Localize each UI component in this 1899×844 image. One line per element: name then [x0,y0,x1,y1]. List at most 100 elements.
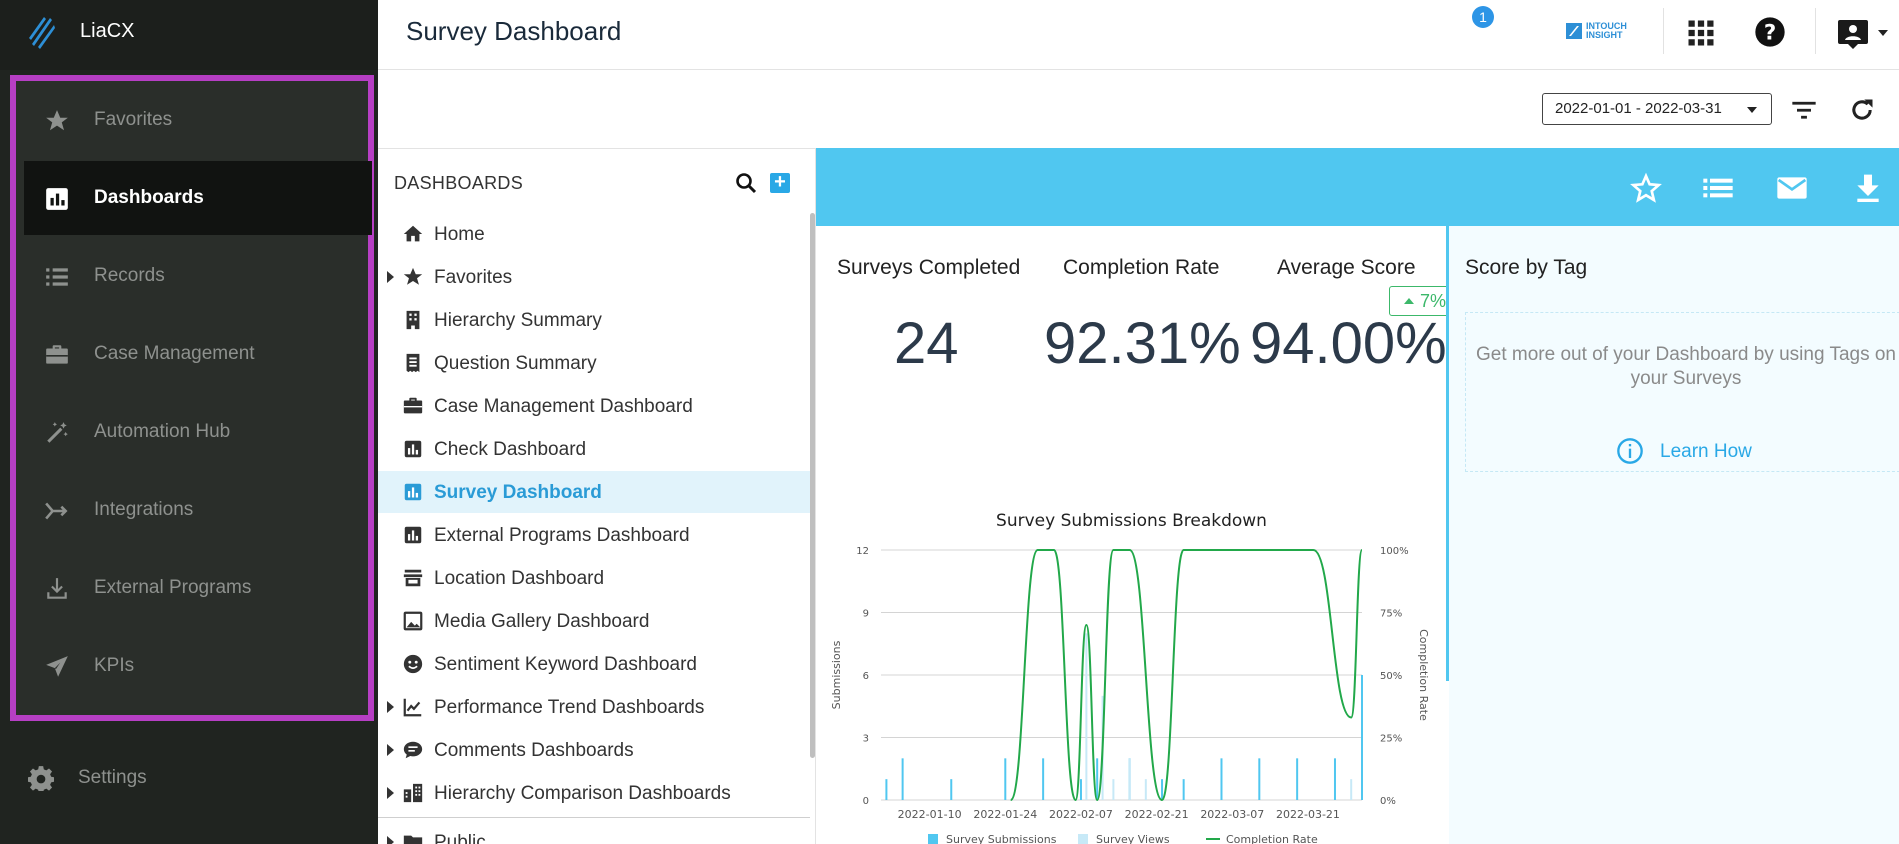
line-completion-rate [1009,549,1363,802]
refresh-icon[interactable] [1848,96,1876,124]
briefcase-icon [46,345,68,364]
nav-item-settings[interactable]: Settings [0,740,378,814]
dashboard-item-survey[interactable]: Survey Dashboard [378,471,810,513]
expand-caret-icon[interactable] [387,836,394,844]
notifications-icon[interactable] [1836,14,1896,50]
dashboard-label: Case Management Dashboard [434,396,693,417]
nav-item-dashboards[interactable]: Dashboards [24,161,372,235]
apps-grid-icon[interactable] [1686,18,1716,48]
y-axis-label: Submissions [830,640,843,709]
bar-survey-submissions [1333,758,1336,800]
download-icon[interactable] [1852,172,1884,204]
brand-line-2: INSIGHT [1586,30,1623,40]
comment-icon [403,741,423,759]
dashboard-item-case-management[interactable]: Case Management Dashboard [378,385,810,427]
dashboard-item-home[interactable]: Home [378,213,810,255]
divider [378,817,810,818]
dashboard-item-performance-trend[interactable]: Performance Trend Dashboards [378,686,810,728]
nav-label: Settings [78,767,147,788]
expand-caret-icon[interactable] [387,787,394,799]
dashboard-item-media-gallery[interactable]: Media Gallery Dashboard [378,600,810,642]
x-tick-label: 2022-02-21 [1125,808,1189,821]
bar-chart-icon [46,188,68,210]
bar-survey-submissions [901,758,904,800]
scrollbar[interactable] [810,213,815,758]
page-title: Survey Dashboard [406,16,622,46]
bar-survey-submissions [1296,758,1299,800]
tag-empty-message: Get more out of your Dashboard by using … [1475,344,1896,389]
dashboard-item-check[interactable]: Check Dashboard [378,428,810,470]
y-tick-label: 9 [863,609,869,620]
favorite-star-icon[interactable] [1630,172,1662,204]
dashboard-label: Favorites [434,267,513,288]
y2-tick-label: 0% [1380,796,1396,807]
dashboard-item-hierarchy-comparison[interactable]: Hierarchy Comparison Dashboards [378,772,810,814]
chart-svg: Survey Submissions Breakdown 12 9 6 3 0 100% 75… [830,511,1430,844]
nav-item-external-programs[interactable]: External Programs [24,551,372,625]
nav-item-records[interactable]: Records [24,239,372,313]
x-tick-label: 2022-03-07 [1200,808,1264,821]
dashboard-item-public[interactable]: Public [378,821,810,844]
bar-survey-submissions [1042,758,1045,800]
bar-chart-icon [404,483,422,501]
search-icon[interactable] [734,171,758,195]
smiley-icon [403,654,423,674]
star-icon [46,110,68,131]
nav-item-kpis[interactable]: KPIs [24,629,372,703]
dashboard-item-hierarchy-summary[interactable]: Hierarchy Summary [378,299,810,341]
brand-line-1: INTOUCH [1586,21,1627,31]
nav-label: KPIs [94,655,135,676]
dashboard-item-location[interactable]: Location Dashboard [378,557,810,599]
tag-empty-state: Get more out of your Dashboard by using … [1465,312,1899,472]
bar-survey-submissions [1079,779,1082,800]
nav-item-favorites[interactable]: Favorites [24,83,372,157]
y2-tick-label: 100% [1380,546,1409,557]
legend-label: Survey Submissions [946,833,1057,844]
date-range-select[interactable]: 2022-01-01 - 2022-03-31 [1542,93,1772,125]
receipt-icon [406,353,420,373]
bar-chart-icon [404,440,422,458]
legend-swatch [928,834,938,844]
submissions-chart: Survey Submissions Breakdown 12 9 6 3 0 100% 75… [816,500,1446,844]
nav-label: Integrations [94,499,194,520]
email-icon[interactable] [1776,172,1808,204]
filter-icon[interactable] [1790,96,1818,124]
caret-down-icon [1747,107,1757,113]
bar-chart-icon [404,526,422,544]
nav-item-automation-hub[interactable]: Automation Hub [24,395,372,469]
dashboard-label: Public [434,832,486,844]
dashboard-item-sentiment-keyword[interactable]: Sentiment Keyword Dashboard [378,643,810,685]
intouch-logo-icon [1566,23,1582,39]
liacx-logo-icon[interactable] [26,14,58,50]
x-tick-label: 2022-01-10 [898,808,962,821]
nav-label: Dashboards [94,187,204,208]
expand-caret-icon[interactable] [387,271,394,283]
y2-axis-label: Completion Rate [1417,629,1430,721]
list-view-icon[interactable] [1702,172,1734,204]
dashboard-label: Hierarchy Comparison Dashboards [434,783,731,804]
brand-header: LiaCX [0,0,378,70]
nav-item-case-management[interactable]: Case Management [24,317,372,391]
help-icon[interactable]: ? [1754,16,1786,48]
date-range-value: 2022-01-01 - 2022-03-31 [1555,100,1722,117]
nav-label: External Programs [94,577,252,598]
merge-arrow-icon [45,502,68,520]
dashboard-item-question-summary[interactable]: Question Summary [378,342,810,384]
x-tick-label: 2022-02-07 [1049,808,1113,821]
dashboard-label: Home [434,224,485,245]
separator [1815,8,1816,54]
trend-up-icon [1404,298,1414,304]
add-dashboard-button[interactable]: + [770,172,790,193]
bar-survey-submissions [885,779,888,800]
expand-caret-icon[interactable] [387,701,394,713]
dashboard-item-comments[interactable]: Comments Dashboards [378,729,810,771]
chart-title: Survey Submissions Breakdown [996,511,1267,531]
dashboard-item-external-programs[interactable]: External Programs Dashboard [378,514,810,556]
dashboard-toolbar [816,148,1899,226]
expand-caret-icon[interactable] [387,744,394,756]
nav-label: Automation Hub [94,421,231,442]
nav-item-integrations[interactable]: Integrations [24,473,372,547]
city-icon [403,783,423,803]
dashboard-label: Performance Trend Dashboards [434,697,705,718]
dashboard-item-favorites[interactable]: Favorites [378,256,810,298]
